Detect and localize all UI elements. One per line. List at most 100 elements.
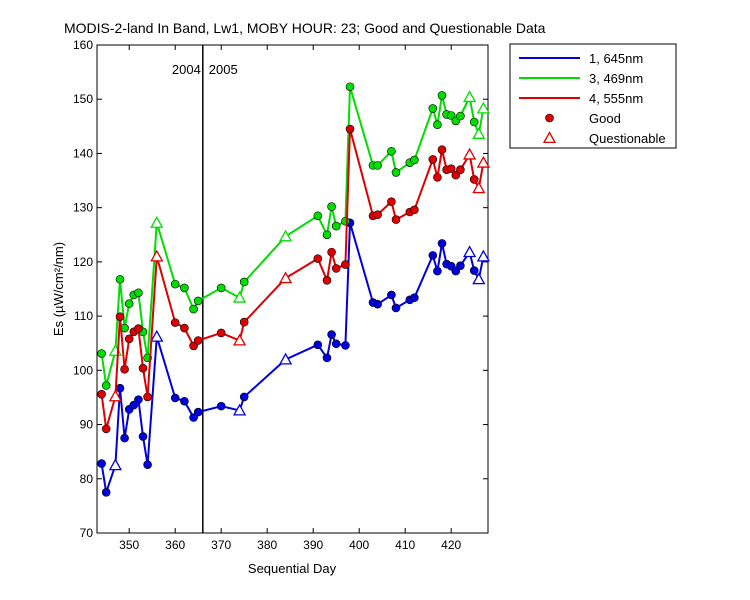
good-marker xyxy=(313,254,323,263)
good-marker xyxy=(124,334,134,344)
y-axis-label: Es (µW/cm²/nm) xyxy=(51,242,66,336)
good-marker xyxy=(327,330,336,339)
good-marker xyxy=(331,264,341,273)
good-marker xyxy=(115,383,125,393)
good-marker xyxy=(180,396,189,406)
good-marker xyxy=(143,392,152,402)
good-marker xyxy=(341,260,350,269)
good-marker xyxy=(391,168,401,177)
good-marker xyxy=(437,91,447,100)
questionable-marker xyxy=(476,155,491,168)
good-marker xyxy=(469,117,479,127)
good-marker xyxy=(456,165,465,175)
year-divider: 2004 2005 xyxy=(172,45,238,533)
good-marker xyxy=(433,266,442,276)
series-1 xyxy=(97,218,491,497)
questionable-marker xyxy=(232,403,247,416)
x-tick-label: 350 xyxy=(119,538,139,552)
x-tick-label: 390 xyxy=(303,538,323,552)
legend: 1, 645nm 3, 469nm 4, 555nm Good Questionable xyxy=(509,43,677,149)
good-marker xyxy=(97,349,106,358)
good-marker xyxy=(138,363,148,373)
good-marker xyxy=(410,155,419,165)
good-marker xyxy=(120,433,129,443)
x-axis-label: Sequential Day xyxy=(248,561,337,576)
x-tick-label: 380 xyxy=(257,538,277,552)
good-marker xyxy=(239,317,249,327)
good-marker xyxy=(193,336,203,345)
good-marker xyxy=(101,488,111,497)
good-marker xyxy=(134,288,143,298)
good-marker xyxy=(341,216,350,226)
series-layer xyxy=(97,82,491,497)
questionable-marker xyxy=(462,147,477,160)
good-marker xyxy=(428,104,438,113)
good-marker xyxy=(410,205,419,215)
good-marker xyxy=(97,389,106,399)
good-marker xyxy=(97,459,106,468)
questionable-marker xyxy=(278,271,293,284)
good-marker xyxy=(170,279,180,289)
questionable-marker xyxy=(150,249,164,262)
good-marker xyxy=(134,324,143,333)
good-marker xyxy=(239,392,249,402)
good-marker xyxy=(387,197,396,207)
good-marker xyxy=(322,353,332,363)
good-marker xyxy=(469,175,479,184)
series-3 xyxy=(97,124,491,434)
good-marker xyxy=(170,318,180,327)
good-marker xyxy=(387,146,396,156)
y-tick-label: 90 xyxy=(80,418,94,432)
good-marker xyxy=(456,261,465,270)
good-marker xyxy=(115,274,125,284)
good-marker xyxy=(469,266,479,275)
questionable-marker xyxy=(278,352,293,365)
good-marker xyxy=(327,247,336,257)
questionable-marker xyxy=(462,90,477,103)
y-tick-label: 70 xyxy=(80,526,94,540)
good-marker xyxy=(313,340,323,350)
questionable-marker xyxy=(278,229,293,242)
good-marker xyxy=(180,283,189,293)
good-marker xyxy=(101,424,111,434)
good-marker xyxy=(322,276,332,285)
good-marker xyxy=(433,120,442,130)
good-marker xyxy=(313,211,323,221)
chart-title: MODIS-2-land In Band, Lw1, MOBY HOUR: 23… xyxy=(64,20,546,36)
axis-ticks: 350 360 370 380 390 400 410 420 70 80 90 100 110 120 1… xyxy=(73,38,488,552)
good-marker xyxy=(124,299,134,308)
good-marker xyxy=(189,304,198,314)
good-marker xyxy=(428,155,438,164)
legend-questionable-label: Questionable xyxy=(589,131,666,146)
x-tick-label: 410 xyxy=(395,538,415,552)
good-marker xyxy=(428,251,438,260)
y-tick-label: 160 xyxy=(73,38,93,52)
good-marker xyxy=(193,407,203,417)
plot-area xyxy=(96,44,489,534)
y-tick-label: 140 xyxy=(73,146,93,160)
x-tick-label: 360 xyxy=(165,538,185,552)
good-marker xyxy=(331,221,341,231)
good-marker xyxy=(134,395,143,404)
questionable-marker xyxy=(476,249,491,262)
good-marker xyxy=(120,364,129,374)
legend-good-label: Good xyxy=(589,111,621,126)
x-tick-label: 370 xyxy=(211,538,231,552)
questionable-marker xyxy=(462,245,477,258)
good-marker xyxy=(437,145,447,154)
good-marker xyxy=(101,381,111,390)
year-2005-label: 2005 xyxy=(209,62,238,77)
good-marker xyxy=(331,339,341,349)
questionable-marker xyxy=(232,290,247,303)
legend-label-1: 1, 645nm xyxy=(589,51,643,66)
good-marker xyxy=(387,290,396,300)
legend-label-3: 4, 555nm xyxy=(589,91,643,106)
good-marker xyxy=(373,299,382,309)
good-marker xyxy=(193,296,203,306)
questionable-marker xyxy=(108,458,123,471)
legend-label-2: 3, 469nm xyxy=(589,71,643,86)
series-2 xyxy=(97,82,491,390)
good-marker xyxy=(322,230,332,240)
questionable-marker xyxy=(232,333,247,346)
good-marker xyxy=(373,210,382,220)
